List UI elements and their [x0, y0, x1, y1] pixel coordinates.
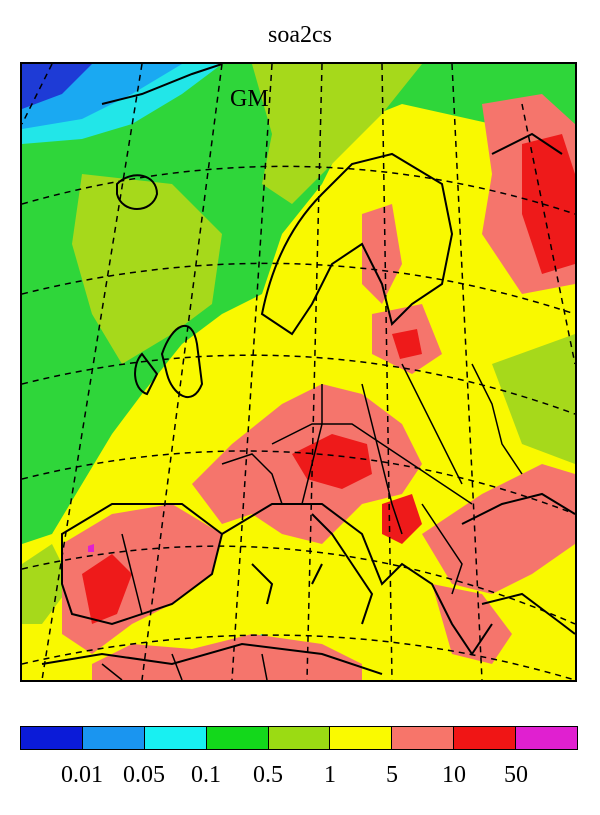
colorbar-tick-label: 5	[386, 762, 398, 788]
europe-concentration-map	[22, 64, 575, 680]
salmon-region-scandinavia	[362, 204, 402, 304]
magenta-spot-iberia	[88, 544, 94, 552]
colorbar-tick-label: 10	[442, 762, 466, 788]
colorbar-tick-label: 0.01	[61, 762, 103, 788]
colorbar	[20, 726, 578, 750]
coastlines	[41, 64, 575, 675]
colorbar-tick-label: 0.05	[123, 762, 165, 788]
red-region-balkans	[382, 494, 422, 544]
red-region-iberia	[82, 554, 132, 624]
colorbar-segment	[516, 727, 578, 749]
colorbar-tick-label: 0.1	[191, 762, 221, 788]
colorbar-segment	[82, 727, 145, 749]
red-region-baltic	[392, 329, 422, 359]
colorbar-tick-label: 50	[504, 762, 528, 788]
yellowgreen-region-east	[492, 334, 575, 464]
yellowgreen-region-sw	[22, 544, 72, 624]
colorbar-segment	[454, 727, 517, 749]
chart-title: soa2cs	[268, 22, 332, 48]
salmon-region-north-africa	[92, 634, 362, 680]
colorbar-segment	[392, 727, 455, 749]
colorbar-segment	[144, 727, 207, 749]
colorbar-tick-label: 0.5	[253, 762, 283, 788]
map-panel	[20, 62, 577, 682]
deepblue-region-nw	[22, 64, 92, 109]
colorbar-segment	[21, 727, 83, 749]
graticule	[22, 64, 575, 680]
colorbar-segment	[268, 727, 331, 749]
colorbar-segment	[206, 727, 269, 749]
colorbar-tick-label: 1	[324, 762, 336, 788]
salmon-region-greece	[432, 584, 512, 664]
colorbar-segment	[330, 727, 393, 749]
country-borders	[101, 363, 523, 680]
yellowgreen-region-north	[252, 64, 422, 204]
model-label: GM	[230, 86, 269, 112]
yellowgreen-region-west	[72, 174, 222, 364]
